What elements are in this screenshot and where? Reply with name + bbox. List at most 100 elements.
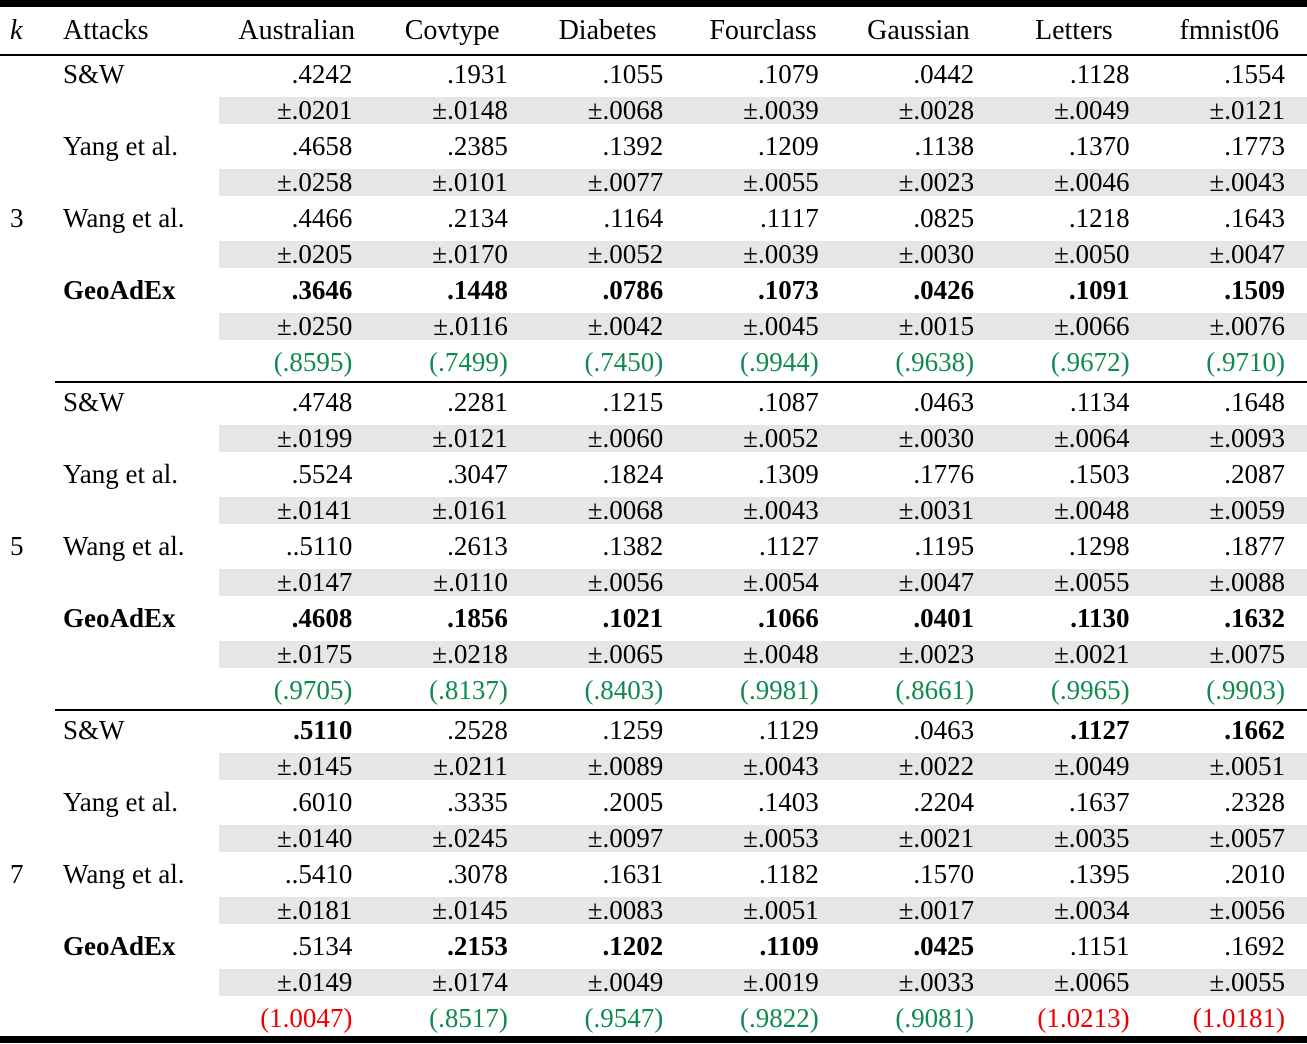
metric-value: .1637 bbox=[1068, 786, 1130, 817]
std-value: ±.0093 bbox=[1151, 424, 1307, 452]
std-value: ±.0055 bbox=[996, 568, 1152, 596]
std-value: ±.0089 bbox=[529, 752, 686, 780]
metric-value: .1079 bbox=[757, 58, 819, 89]
k-value: 5 bbox=[10, 530, 24, 561]
ratio-value: (.9672) bbox=[1050, 346, 1130, 377]
std-value: ±.0021 bbox=[996, 640, 1152, 668]
std-value: ±.0052 bbox=[529, 240, 686, 268]
k-value: 3 bbox=[10, 202, 24, 233]
metric-value: .1218 bbox=[1068, 202, 1130, 233]
std-value: ±.0170 bbox=[374, 240, 530, 268]
ratio-value: (.7450) bbox=[584, 346, 664, 377]
metric-value: .1209 bbox=[757, 130, 819, 161]
value-row: 3 Wang et al. .4466 .2134 .1164 .1117 .0825 .12… bbox=[0, 200, 1307, 236]
std-value: ±.0057 bbox=[1151, 824, 1307, 852]
std-value: ±.0055 bbox=[685, 168, 841, 196]
std-value: ±.0028 bbox=[840, 96, 997, 124]
value-row: GeoAdEx .3646 .1448 .0786 .1073 .0426 .1091 .15… bbox=[0, 272, 1307, 308]
metric-value: .0401 bbox=[913, 602, 975, 633]
std-value: ±.0181 bbox=[219, 896, 375, 924]
std-value: ±.0258 bbox=[219, 168, 375, 196]
metric-value: .1877 bbox=[1224, 530, 1285, 561]
std-value: ±.0245 bbox=[374, 824, 530, 852]
col-header-fmnist06: fmnist06 bbox=[1179, 14, 1280, 46]
metric-value: .2385 bbox=[447, 130, 508, 161]
std-value: ±.0076 bbox=[1151, 312, 1307, 340]
std-value: ±.0019 bbox=[685, 968, 841, 996]
ratio-value: (.9638) bbox=[895, 346, 975, 377]
metric-value: .0425 bbox=[913, 930, 975, 961]
std-row: ±.0258 ±.0101 ±.0077 ±.0055 ±.0023 ±.0046 ±.00… bbox=[0, 164, 1307, 200]
metric-value: .5524 bbox=[291, 458, 353, 489]
metric-value: .3078 bbox=[447, 858, 508, 889]
metric-value: .1773 bbox=[1224, 130, 1285, 161]
std-value: ±.0048 bbox=[685, 640, 841, 668]
metric-value: .1448 bbox=[447, 274, 508, 305]
metric-value: .5110 bbox=[293, 714, 353, 745]
ratio-value: (.9981) bbox=[739, 674, 819, 705]
metric-value: .1632 bbox=[1224, 602, 1285, 633]
attack-name: S&W bbox=[63, 58, 125, 89]
ratio-value: (.8403) bbox=[584, 674, 664, 705]
header-row: k Attacks Australian Covtype Diabetes Fourcla… bbox=[0, 7, 1307, 54]
metric-value: .3335 bbox=[447, 786, 508, 817]
metric-value: .1824 bbox=[602, 458, 664, 489]
std-value: ±.0140 bbox=[219, 824, 375, 852]
std-value: ±.0064 bbox=[996, 424, 1152, 452]
metric-value: .4608 bbox=[291, 602, 353, 633]
std-value: ±.0043 bbox=[685, 496, 841, 524]
ratio-value: (1.0181) bbox=[1192, 1002, 1285, 1033]
std-value: ±.0174 bbox=[374, 968, 530, 996]
metric-value: .1631 bbox=[602, 858, 664, 889]
std-value: ±.0043 bbox=[685, 752, 841, 780]
std-value: ±.0049 bbox=[996, 96, 1152, 124]
metric-value: .6010 bbox=[291, 786, 353, 817]
std-value: ±.0015 bbox=[840, 312, 997, 340]
std-value: ±.0060 bbox=[529, 424, 686, 452]
metric-value: .1259 bbox=[602, 714, 664, 745]
metric-value: .1662 bbox=[1224, 714, 1285, 745]
std-row: ±.0205 ±.0170 ±.0052 ±.0039 ±.0030 ±.0050 ±.00… bbox=[0, 236, 1307, 272]
attack-name: GeoAdEx bbox=[63, 602, 176, 633]
ratio-value: (.8661) bbox=[895, 674, 975, 705]
std-value: ±.0075 bbox=[1151, 640, 1307, 668]
metric-value: .2613 bbox=[447, 530, 508, 561]
attack-name: S&W bbox=[63, 714, 125, 745]
metric-value: .1055 bbox=[602, 58, 664, 89]
std-value: ±.0056 bbox=[1151, 896, 1307, 924]
std-value: ±.0083 bbox=[529, 896, 686, 924]
std-value: ±.0053 bbox=[685, 824, 841, 852]
metric-value: .1130 bbox=[1070, 602, 1130, 633]
std-row: ±.0199 ±.0121 ±.0060 ±.0052 ±.0030 ±.0064 ±.00… bbox=[0, 420, 1307, 456]
metric-value: .2153 bbox=[447, 930, 508, 961]
std-value: ±.0030 bbox=[840, 424, 997, 452]
ratio-value: (.9705) bbox=[273, 674, 353, 705]
std-value: ±.0218 bbox=[374, 640, 530, 668]
std-value: ±.0023 bbox=[840, 168, 997, 196]
metric-value: .1134 bbox=[1069, 386, 1130, 417]
std-value: ±.0045 bbox=[685, 312, 841, 340]
attack-name: Wang et al. bbox=[63, 202, 185, 233]
metric-value: .1570 bbox=[913, 858, 975, 889]
std-value: ±.0051 bbox=[685, 896, 841, 924]
attack-name: Wang et al. bbox=[63, 858, 185, 889]
metric-value: .2328 bbox=[1224, 786, 1285, 817]
attack-name: Wang et al. bbox=[63, 530, 185, 561]
metric-value: .4466 bbox=[291, 202, 353, 233]
metric-value: .0825 bbox=[913, 202, 975, 233]
metric-value: .3646 bbox=[291, 274, 353, 305]
std-value: ±.0149 bbox=[219, 968, 375, 996]
metric-value: .1856 bbox=[447, 602, 508, 633]
metric-value: ..5110 bbox=[285, 530, 353, 561]
std-value: ±.0043 bbox=[1151, 168, 1307, 196]
std-value: ±.0031 bbox=[840, 496, 997, 524]
metric-value: .1151 bbox=[1069, 930, 1130, 961]
std-value: ±.0097 bbox=[529, 824, 686, 852]
attack-name: Yang et al. bbox=[63, 458, 179, 489]
std-value: ±.0054 bbox=[685, 568, 841, 596]
std-value: ±.0035 bbox=[996, 824, 1152, 852]
metric-value: .2281 bbox=[447, 386, 508, 417]
std-value: ±.0201 bbox=[219, 96, 375, 124]
attack-name: GeoAdEx bbox=[63, 274, 176, 305]
value-row: S&W .5110 .2528 .1259 .1129 .0463 .1127 .1662 bbox=[0, 712, 1307, 748]
